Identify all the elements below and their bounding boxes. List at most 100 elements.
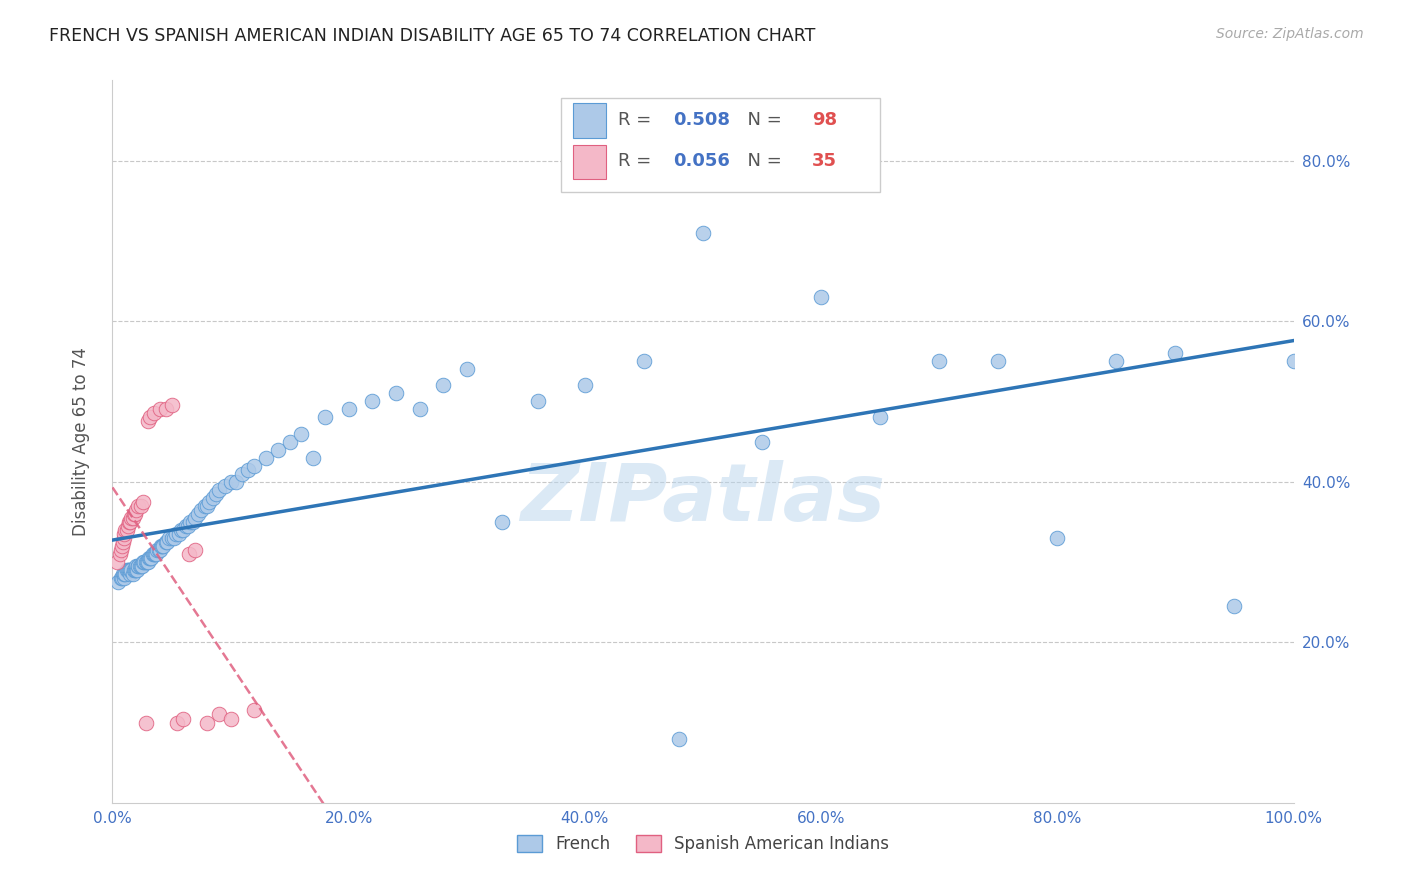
Point	[111, 571, 134, 585]
Point	[127, 563, 149, 577]
Point	[117, 563, 139, 577]
Point	[114, 567, 136, 582]
Point	[184, 510, 207, 524]
Point	[254, 450, 277, 465]
Point	[160, 398, 183, 412]
Point	[692, 226, 714, 240]
Point	[243, 458, 266, 473]
Point	[125, 502, 148, 516]
Point	[668, 731, 690, 746]
Point	[122, 563, 145, 577]
Point	[278, 434, 301, 449]
Point	[195, 715, 218, 730]
Point	[127, 558, 149, 574]
Point	[131, 558, 153, 574]
Point	[132, 494, 155, 508]
Point	[574, 378, 596, 392]
Point	[115, 563, 138, 577]
Point	[198, 494, 221, 508]
Point	[114, 523, 136, 537]
Point	[174, 518, 197, 533]
Point	[214, 478, 236, 492]
Point	[385, 386, 408, 401]
Point	[149, 539, 172, 553]
Text: Source: ZipAtlas.com: Source: ZipAtlas.com	[1216, 27, 1364, 41]
Point	[111, 539, 134, 553]
Point	[143, 547, 166, 561]
Text: 98: 98	[811, 111, 837, 129]
Point	[1046, 531, 1069, 545]
Point	[432, 378, 454, 392]
Point	[127, 558, 149, 574]
Point	[491, 515, 513, 529]
Point	[112, 567, 135, 582]
Y-axis label: Disability Age 65 to 74: Disability Age 65 to 74	[72, 347, 90, 536]
Point	[1164, 346, 1187, 360]
Point	[142, 547, 165, 561]
Point	[157, 531, 180, 545]
FancyBboxPatch shape	[574, 103, 606, 138]
Point	[225, 475, 247, 489]
Point	[526, 394, 548, 409]
Point	[987, 354, 1010, 368]
Point	[314, 410, 336, 425]
Point	[190, 502, 212, 516]
Point	[135, 715, 157, 730]
Point	[160, 531, 183, 545]
Point	[148, 542, 170, 557]
Point	[184, 542, 207, 557]
Point	[456, 362, 478, 376]
Point	[165, 526, 187, 541]
Point	[1282, 354, 1305, 368]
Point	[408, 402, 430, 417]
Point	[219, 712, 242, 726]
Point	[163, 531, 186, 545]
Legend: French, Spanish American Indians: French, Spanish American Indians	[510, 828, 896, 860]
Text: FRENCH VS SPANISH AMERICAN INDIAN DISABILITY AGE 65 TO 74 CORRELATION CHART: FRENCH VS SPANISH AMERICAN INDIAN DISABI…	[49, 27, 815, 45]
Point	[201, 491, 224, 505]
Point	[112, 534, 135, 549]
Point	[129, 558, 152, 574]
Point	[121, 510, 143, 524]
Point	[107, 574, 129, 589]
Point	[125, 563, 148, 577]
Text: R =: R =	[619, 153, 657, 170]
Point	[181, 515, 204, 529]
Text: R =: R =	[619, 111, 657, 129]
Point	[127, 499, 149, 513]
Point	[290, 426, 312, 441]
Point	[179, 515, 201, 529]
Point	[337, 402, 360, 417]
Point	[136, 414, 159, 428]
Point	[186, 507, 208, 521]
Point	[205, 486, 228, 500]
Point	[112, 531, 135, 545]
Point	[149, 402, 172, 417]
Point	[166, 715, 188, 730]
Point	[134, 555, 156, 569]
Point	[120, 563, 142, 577]
Point	[110, 542, 132, 557]
Point	[751, 434, 773, 449]
Point	[1223, 599, 1246, 614]
FancyBboxPatch shape	[561, 98, 880, 193]
Point	[172, 523, 194, 537]
Point	[172, 712, 194, 726]
Point	[869, 410, 891, 425]
Point	[112, 567, 135, 582]
Text: 0.508: 0.508	[673, 111, 731, 129]
Point	[136, 555, 159, 569]
Text: ZIPatlas: ZIPatlas	[520, 460, 886, 539]
Point	[139, 550, 162, 566]
Point	[120, 510, 142, 524]
Point	[117, 518, 139, 533]
Point	[120, 567, 142, 582]
Point	[152, 539, 174, 553]
Point	[302, 450, 325, 465]
Point	[150, 539, 173, 553]
Point	[177, 518, 200, 533]
Point	[149, 542, 172, 557]
Point	[124, 563, 146, 577]
Point	[208, 483, 231, 497]
Point	[125, 558, 148, 574]
